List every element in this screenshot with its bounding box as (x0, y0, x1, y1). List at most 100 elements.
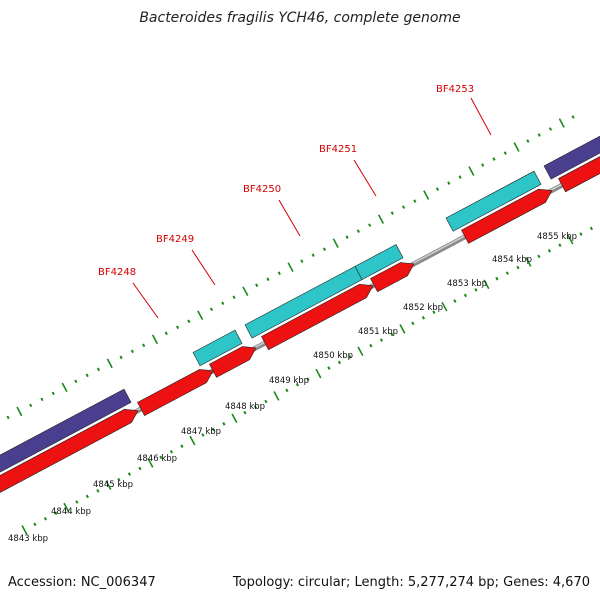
scale-tick (453, 299, 457, 303)
scale-tick (242, 286, 249, 297)
scale-tick (311, 253, 315, 257)
scale-tick (169, 449, 174, 454)
kbp-label: 4855 kbp (537, 232, 577, 242)
scale-tick (579, 232, 583, 236)
scale-tick (85, 373, 89, 378)
scale-tick (96, 489, 100, 493)
kbp-label: 4853 kbp (447, 279, 487, 289)
scale-tick (356, 229, 360, 233)
scale-tick (547, 248, 552, 253)
scale-tick (379, 338, 384, 342)
forward-cds-bf4251 (354, 244, 404, 280)
scale-tick (253, 405, 258, 409)
scale-tick (287, 262, 294, 272)
scale-tick (75, 500, 79, 504)
scale-tick (322, 247, 327, 251)
scale-tick (368, 223, 372, 227)
other-feature-block (0, 388, 132, 473)
kbp-label: 4851 kbp (358, 327, 398, 337)
scale-tick (105, 480, 112, 491)
scale-tick (255, 283, 259, 288)
scale-tick (571, 115, 575, 119)
scale-tick (558, 118, 565, 128)
scale-tick (401, 205, 406, 209)
kbp-label: 4845 kbp (93, 480, 133, 490)
scale-tick (21, 525, 28, 535)
scale-tick (432, 310, 436, 314)
scale-tick (40, 397, 44, 402)
scale-tick (151, 334, 159, 345)
scale-tick (413, 199, 417, 203)
scale-tick (127, 472, 132, 476)
scale-tick (306, 377, 310, 381)
scale-tick (285, 388, 289, 393)
scale-tick (369, 343, 373, 348)
gene-label: BF4248 (98, 267, 136, 278)
scale-tick (345, 235, 349, 239)
scale-tick (463, 293, 468, 298)
scale-tick (74, 379, 78, 384)
scale-tick (525, 257, 532, 267)
scale-tick (232, 295, 236, 300)
kbp-label: 4852 kbp (403, 303, 443, 313)
scale-tick (526, 139, 530, 143)
scale-tick (16, 406, 23, 417)
kbp-label: 4847 kbp (181, 427, 221, 437)
scale-tick (189, 435, 196, 446)
scale-tick (441, 301, 448, 312)
scale-tick (348, 355, 352, 359)
kbp-label: 4848 kbp (225, 402, 265, 412)
scale-tick (483, 279, 490, 290)
kbp-label: 4846 kbp (137, 454, 177, 464)
scale-tick (558, 243, 562, 247)
kbp-label: 4843 kbp (8, 534, 48, 544)
scale-tick (175, 325, 180, 330)
scale-tick (273, 391, 280, 401)
scale-tick (503, 151, 507, 155)
scale-tick (243, 410, 247, 415)
scale-tick (33, 522, 37, 527)
forward-cds-bf4249 (192, 329, 243, 367)
scale-tick (85, 494, 90, 499)
scale-tick (315, 368, 322, 379)
reverse-cds-block (370, 262, 415, 293)
scale-tick (138, 466, 142, 471)
scale-tick (29, 403, 33, 408)
scale-tick (117, 477, 121, 482)
scale-tick (411, 321, 415, 326)
scale-tick (180, 444, 184, 448)
reverse-cds-block (558, 156, 600, 193)
reverse-cds-block (0, 409, 139, 493)
scale-tick (537, 254, 541, 259)
accession-text: Accession: NC_006347 (8, 575, 156, 590)
scale-tick (142, 343, 146, 348)
scale-tick (221, 301, 225, 306)
scale-tick (159, 455, 163, 460)
scale-tick (567, 234, 574, 245)
scale-tick (61, 382, 68, 393)
scale-tick (43, 516, 48, 521)
scale-tick (264, 399, 268, 404)
genome-title: Bacteroides fragilis YCH46, complete gen… (139, 10, 461, 26)
kbp-label: 4854 kbp (492, 255, 532, 265)
gene-label-leader (278, 199, 301, 237)
scale-tick (492, 157, 496, 161)
scale-tick (201, 433, 205, 437)
reverse-cds-block (261, 284, 374, 351)
scale-tick (481, 163, 485, 167)
scale-tick (164, 331, 168, 336)
scale-tick (222, 422, 226, 426)
scale-tick (390, 211, 394, 215)
scale-tick (119, 355, 123, 360)
forward-cds-bf4253 (445, 170, 542, 232)
kbp-label: 4850 kbp (313, 351, 353, 361)
reverse-cds-block (209, 346, 257, 378)
scale-tick (106, 358, 113, 369)
scale-tick (516, 265, 520, 270)
scale-tick (537, 133, 541, 137)
reverse-cds-block (461, 188, 553, 244)
kbp-label: 4849 kbp (269, 376, 309, 386)
scale-tick (209, 307, 214, 312)
scale-tick (377, 214, 385, 224)
